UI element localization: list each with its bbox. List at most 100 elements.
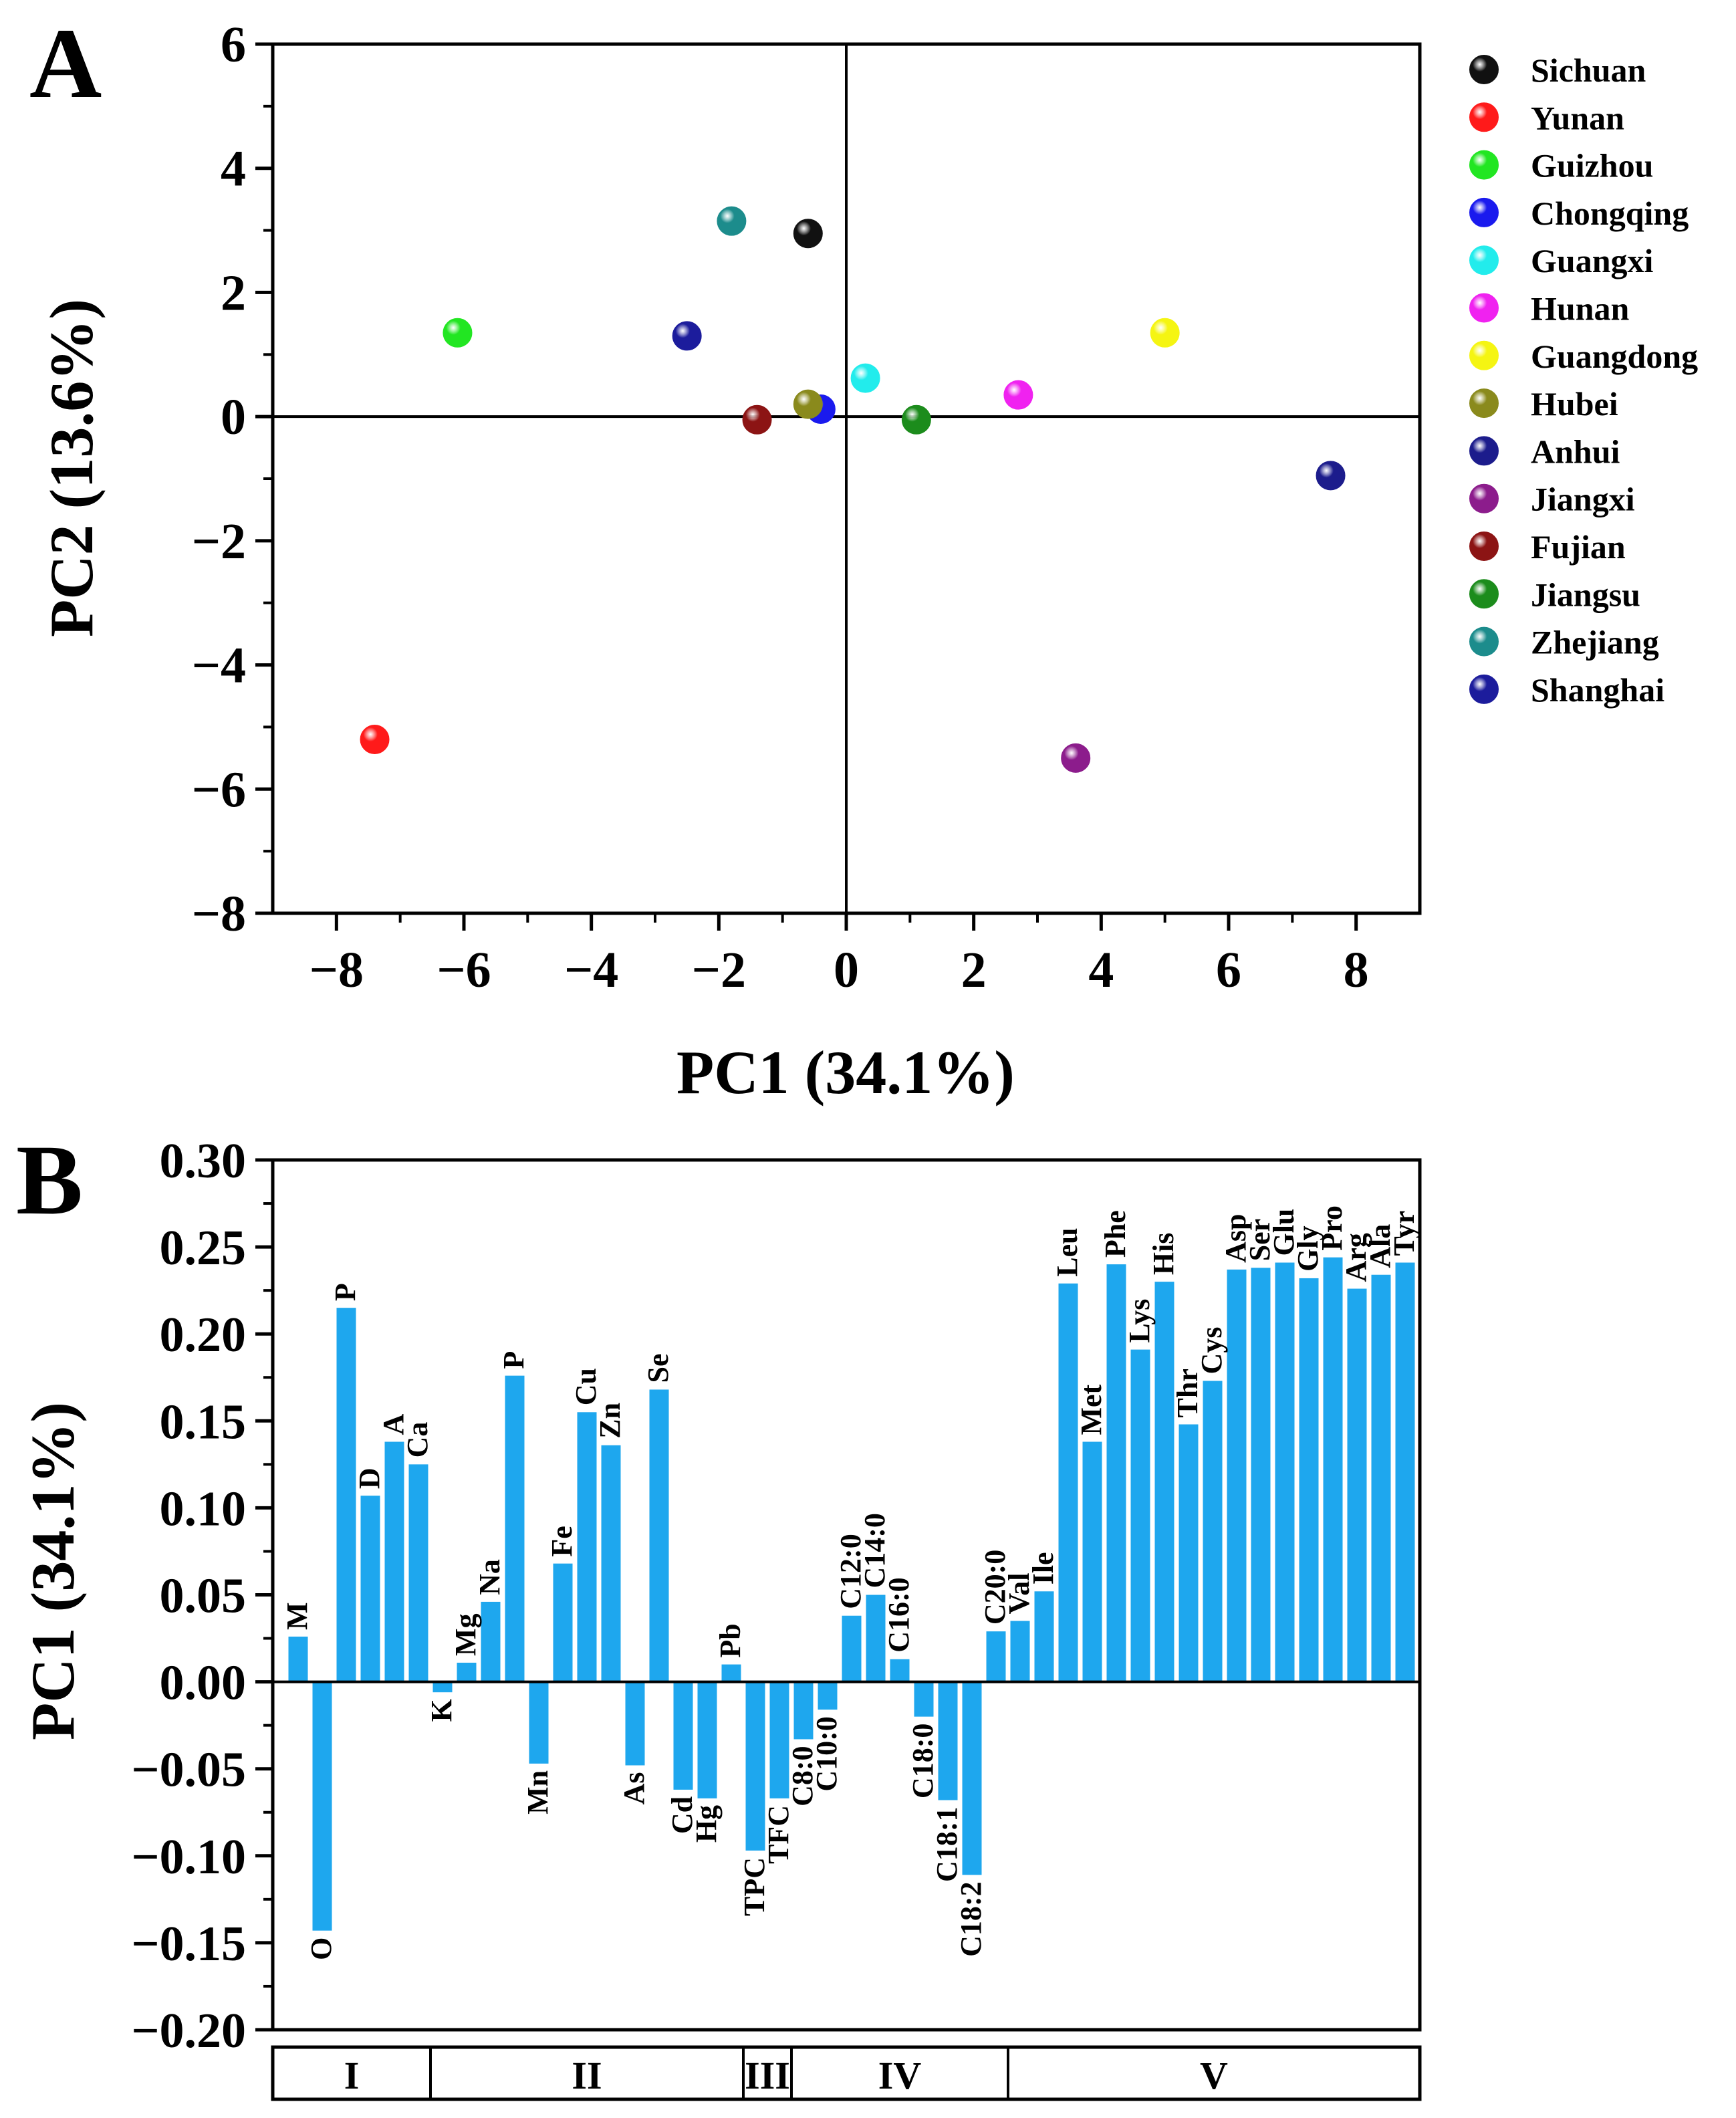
bar-his <box>1154 1282 1174 1682</box>
panel-a-y-tick-label: 0 <box>221 389 246 445</box>
panel-b-y-tick-label: 0.10 <box>160 1482 247 1536</box>
bar-mg <box>457 1662 477 1682</box>
legend-label-guizhou: Guizhou <box>1531 147 1653 185</box>
panel-a-zero-lines <box>273 44 1420 913</box>
bar-c8-0 <box>793 1681 814 1740</box>
legend-marker-anhui <box>1469 436 1499 466</box>
panel-a-letter: A <box>29 8 102 119</box>
panel-a-x-tick-label: −6 <box>437 942 491 998</box>
panel-a-x-tick-label: 8 <box>1344 942 1369 998</box>
bar-leu <box>1058 1283 1078 1682</box>
panel-a-scatter-plot: A −8 −6 −4 −2 0 2 4 6 8 −8 −6 −4 −2 0 2 4 6 Sichuan Yunan… <box>29 8 1698 1106</box>
legend-label-sichuan: Sichuan <box>1531 51 1646 89</box>
bar-p <box>336 1308 356 1682</box>
legend-marker-jiangxi <box>1469 483 1499 513</box>
bar-label: Fe <box>545 1526 578 1556</box>
panel-a-x-tick-label: −8 <box>309 942 364 998</box>
panel-b-y-tick-label: 0.25 <box>160 1221 247 1276</box>
panel-b-bar-chart: B −0.20 −0.15 −0.10 −0.05 0.00 0.05 0.10 0.15 0.… <box>16 1125 1422 2101</box>
panel-a-x-tick-label: −4 <box>564 942 618 998</box>
bar-fe <box>553 1563 573 1682</box>
bar-label: Phe <box>1099 1210 1132 1258</box>
bar-tpc <box>745 1681 765 1851</box>
group-label-v: V <box>1200 2054 1228 2097</box>
legend-marker-yunan <box>1469 102 1499 132</box>
bar-label: C10:0 <box>810 1716 843 1791</box>
bar-arg <box>1347 1288 1367 1682</box>
bar-label: Zn <box>594 1403 626 1439</box>
bar-label: His <box>1147 1233 1180 1276</box>
bar-cys <box>1203 1381 1223 1682</box>
bar-ile <box>1034 1591 1054 1682</box>
bar-tyr <box>1395 1262 1415 1682</box>
bar-p <box>505 1375 525 1682</box>
legend-marker-shanghai <box>1469 674 1499 704</box>
panel-a-x-tick-label: −2 <box>692 942 746 998</box>
point-anhui <box>1316 461 1346 491</box>
point-jiangxi <box>1061 743 1091 773</box>
bar-tfc <box>769 1681 789 1798</box>
panel-a-y-tick-label: −8 <box>192 886 246 942</box>
bar-met <box>1082 1441 1102 1682</box>
bar-label: C12:0 <box>834 1534 867 1609</box>
bar-label: Val <box>1003 1573 1035 1615</box>
bar-asp <box>1227 1269 1247 1682</box>
bar-label: M <box>281 1602 314 1630</box>
legend-label-zhejiang: Zhejiang <box>1531 624 1659 661</box>
bar-ca <box>408 1464 428 1682</box>
panel-b-y-tick-label: 0.05 <box>160 1569 247 1624</box>
bar-val <box>1010 1621 1030 1682</box>
bar-na <box>481 1601 501 1682</box>
group-label-ii: II <box>572 2054 602 2097</box>
bar-label: D <box>353 1467 386 1489</box>
bar-label: K <box>425 1699 458 1722</box>
bar-label: O <box>305 1937 338 1960</box>
panel-b-y-tick-label: 0.30 <box>160 1134 247 1189</box>
bar-c10-0 <box>818 1681 838 1710</box>
bar-c14-0 <box>866 1595 886 1682</box>
bar-as <box>625 1681 645 1766</box>
legend-marker-zhejiang <box>1469 626 1499 657</box>
legend-marker-chongqing <box>1469 197 1499 227</box>
bar-label: Pro <box>1316 1205 1348 1251</box>
bar-label: Glu <box>1267 1209 1300 1256</box>
point-guangdong <box>1150 318 1180 348</box>
legend-marker-hunan <box>1469 293 1499 323</box>
legend-label-chongqing: Chongqing <box>1531 195 1689 232</box>
legend-label-anhui: Anhui <box>1531 433 1620 470</box>
bar-label: P <box>329 1283 362 1301</box>
point-guangxi <box>850 363 880 393</box>
panel-a-x-tick-label: 4 <box>1088 942 1114 998</box>
bar-label: Leu <box>1051 1227 1084 1276</box>
bar-label: C20:0 <box>979 1550 1011 1625</box>
panel-b-y-tick-label: −0.10 <box>131 1830 246 1885</box>
panel-a-ticks: −8 −6 −4 −2 0 2 4 6 8 −8 −6 −4 −2 0 2 4 6 <box>192 17 1369 998</box>
bar-c18-1 <box>938 1681 958 1800</box>
bar-a <box>384 1441 404 1682</box>
bar-label: Arg <box>1340 1233 1372 1282</box>
bar-lys <box>1130 1349 1150 1682</box>
bar-label: A <box>377 1414 410 1435</box>
panel-b-y-tick-label: 0.00 <box>160 1656 247 1711</box>
bar-label: Se <box>642 1353 674 1383</box>
legend-marker-guangxi <box>1469 245 1499 275</box>
bar-c18-2 <box>962 1681 982 1875</box>
legend-marker-sichuan <box>1469 55 1499 84</box>
point-sichuan <box>793 219 823 249</box>
bar-label: Ca <box>401 1422 434 1458</box>
bar-phe <box>1106 1264 1126 1682</box>
panel-a-y-axis-label: PC2 (13.6%) <box>37 299 106 637</box>
bar-label: Na <box>473 1559 506 1595</box>
bar-label: Mn <box>521 1770 554 1814</box>
bar-label: C18:1 <box>931 1807 963 1882</box>
bar-label: C16:0 <box>882 1577 915 1652</box>
panel-b-letter: B <box>16 1125 83 1236</box>
bar-c16-0 <box>890 1659 910 1682</box>
bar-label: Hg <box>690 1805 723 1843</box>
panel-a-x-tick-label: 0 <box>834 942 859 998</box>
bar-label: Asp <box>1219 1214 1252 1263</box>
bar-label: Cys <box>1195 1327 1228 1375</box>
panel-b-y-tick-label: −0.05 <box>131 1743 246 1798</box>
legend-label-yunan: Yunan <box>1531 99 1624 136</box>
